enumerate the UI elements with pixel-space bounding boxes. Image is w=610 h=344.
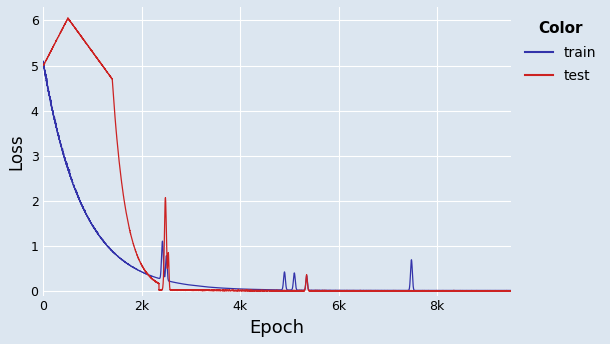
Y-axis label: Loss: Loss [7, 133, 25, 170]
train [40, 62, 47, 66]
test [77, 33, 84, 37]
Line: train: train [43, 61, 511, 290]
train [109, 249, 116, 254]
test [64, 16, 71, 20]
train [149, 275, 157, 279]
test [149, 278, 157, 282]
train [507, 288, 514, 292]
test [268, 288, 276, 292]
train [268, 288, 276, 292]
train [40, 59, 47, 63]
Line: test: test [43, 18, 511, 291]
test [109, 81, 116, 85]
test [332, 289, 339, 293]
test [507, 289, 514, 293]
test [384, 289, 391, 293]
test [40, 63, 47, 67]
test [434, 289, 441, 293]
X-axis label: Epoch: Epoch [249, 319, 304, 337]
train [434, 288, 441, 292]
train [384, 288, 391, 292]
Legend: train, test: train, test [518, 14, 603, 90]
train [77, 200, 84, 204]
